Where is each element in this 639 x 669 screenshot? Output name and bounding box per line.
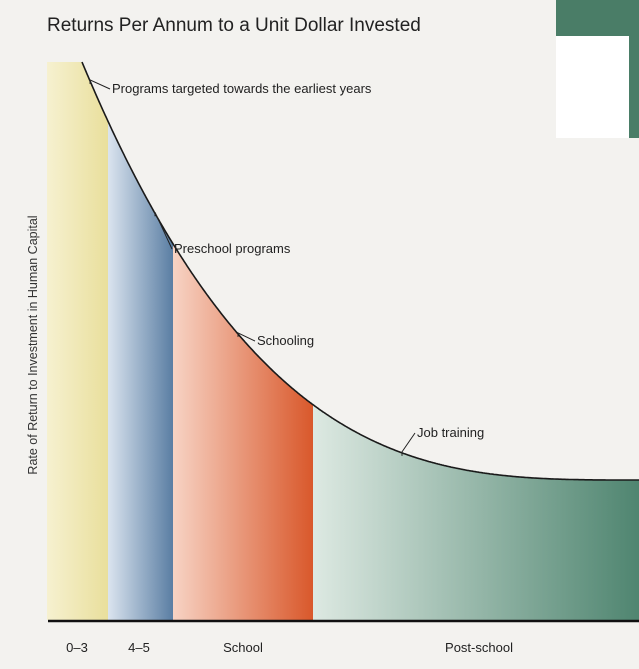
chart-title: Returns Per Annum to a Unit Dollar Inves… (47, 15, 421, 36)
x-tick-label-0-3: 0–3 (66, 640, 88, 655)
annotation-pointer-job-training (401, 432, 416, 456)
x-tick-label-school: School (223, 640, 263, 655)
corner-decoration-cutout (556, 36, 629, 138)
stage-band-school (173, 243, 313, 621)
stage-band-4-5 (108, 121, 173, 621)
y-axis-label: Rate of Return to Investment in Human Ca… (26, 215, 40, 474)
annotation-preschool: Preschool programs (174, 241, 291, 256)
annotation-pointer-schooling (237, 332, 256, 342)
x-tick-labels: 0–3 4–5 School Post-school (66, 640, 513, 655)
return-curve (81, 61, 639, 481)
annotation-pointer-earliest-years (89, 79, 111, 90)
stage-band-post-school (313, 404, 639, 620)
annotations: Programs targeted towards the earliest y… (89, 79, 484, 456)
annotation-job-training: Job training (417, 425, 484, 440)
annotation-earliest-years: Programs targeted towards the earliest y… (112, 81, 372, 96)
x-tick-label-post-school: Post-school (445, 640, 513, 655)
annotation-schooling: Schooling (257, 333, 314, 348)
x-tick-label-4-5: 4–5 (128, 640, 150, 655)
annotation-pointer-preschool (154, 212, 173, 250)
stage-band-0-3 (47, 62, 108, 620)
stage-bands (47, 62, 639, 621)
